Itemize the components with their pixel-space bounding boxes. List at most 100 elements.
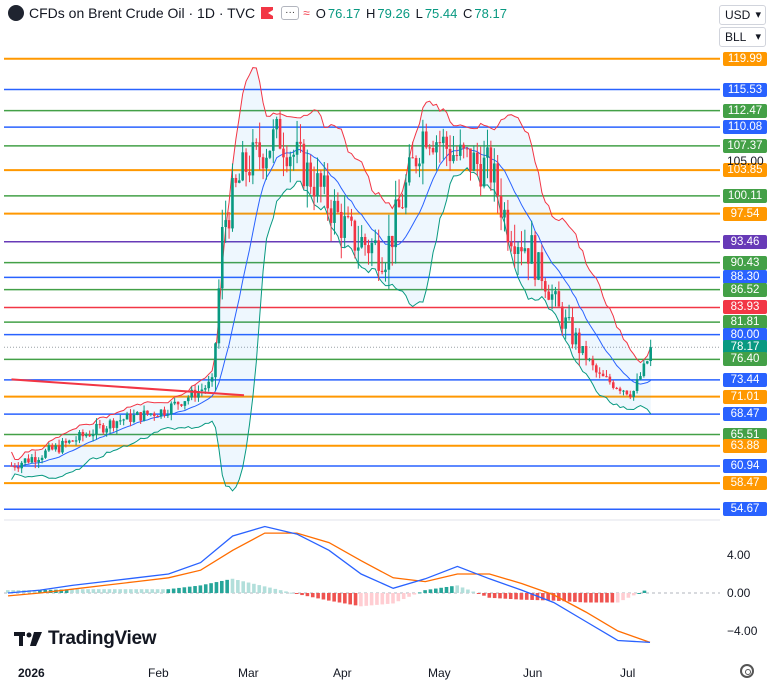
macd-histogram-bar bbox=[268, 587, 272, 593]
candle-body bbox=[159, 409, 163, 417]
level-badge: 60.94 bbox=[723, 459, 767, 474]
macd-histogram-bar bbox=[118, 589, 122, 593]
candle-body bbox=[180, 404, 183, 406]
unit-dropdown[interactable]: BLL bbox=[719, 27, 766, 47]
macd-histogram-bar bbox=[353, 593, 358, 606]
macd-histogram-bar bbox=[209, 583, 213, 593]
macd-histogram-bar bbox=[11, 590, 15, 593]
candle-body bbox=[302, 143, 306, 187]
macd-histogram-bar bbox=[80, 589, 85, 593]
logo-text: TradingView bbox=[48, 628, 157, 649]
high-value: 79.26 bbox=[377, 5, 410, 21]
macd-histogram-bar bbox=[59, 589, 64, 593]
chart-title[interactable]: CFDs on Brent Crude Oil · 1D · TVC bbox=[29, 5, 256, 21]
candle-body bbox=[207, 381, 210, 389]
candle-body bbox=[492, 163, 496, 183]
macd-histogram-bar bbox=[273, 588, 278, 593]
candle-body bbox=[343, 216, 346, 238]
macd-histogram-bar bbox=[177, 587, 181, 593]
time-axis-label: Apr bbox=[333, 666, 352, 680]
time-axis-label: 2026 bbox=[18, 666, 45, 680]
candle-body bbox=[237, 180, 241, 183]
flag-icon[interactable] bbox=[261, 7, 274, 19]
level-badge: 76.40 bbox=[723, 352, 767, 367]
macd-histogram-bar bbox=[43, 589, 48, 593]
candle-body bbox=[105, 428, 108, 433]
macd-histogram-bar bbox=[38, 590, 42, 593]
candle-body bbox=[632, 390, 635, 398]
candle-body bbox=[428, 147, 431, 149]
candle-body bbox=[30, 457, 34, 463]
macd-histogram-bar bbox=[455, 585, 459, 593]
macd-histogram-bar bbox=[615, 593, 620, 603]
candle-body bbox=[448, 148, 452, 162]
macd-histogram-bar bbox=[182, 587, 187, 593]
candle-body bbox=[588, 359, 591, 361]
macd-histogram-bar bbox=[401, 593, 406, 600]
macd-histogram-bar bbox=[203, 584, 208, 593]
candle-body bbox=[268, 150, 272, 158]
candle-body bbox=[462, 144, 465, 149]
macd-histogram-bar bbox=[434, 588, 438, 593]
macd-histogram-bar bbox=[412, 593, 417, 595]
macd-histogram-bar bbox=[348, 593, 352, 605]
candle-body bbox=[71, 440, 74, 442]
candle-body bbox=[533, 235, 537, 280]
candle-body bbox=[608, 376, 612, 383]
trendline bbox=[11, 378, 245, 397]
level-badge: 112.47 bbox=[723, 103, 767, 118]
candle-body bbox=[543, 281, 547, 292]
level-badge: 97.54 bbox=[723, 206, 767, 221]
candle-body bbox=[139, 412, 142, 421]
candle-body bbox=[605, 376, 608, 378]
level-badge: 88.30 bbox=[723, 270, 767, 285]
candle-body bbox=[224, 220, 227, 227]
candle-body bbox=[390, 235, 394, 248]
candle-body bbox=[394, 199, 397, 248]
candle-body bbox=[557, 291, 561, 307]
macd-histogram-bar bbox=[508, 593, 513, 600]
settings-gear-icon[interactable] bbox=[740, 664, 754, 678]
macd-histogram-bar bbox=[637, 593, 641, 594]
macd-histogram-bar bbox=[375, 593, 379, 605]
more-button[interactable]: ··· bbox=[281, 6, 300, 20]
candle-body bbox=[125, 413, 129, 420]
macd-histogram-bar bbox=[369, 593, 374, 606]
candle-body bbox=[387, 235, 391, 270]
candle-body bbox=[16, 467, 20, 469]
macd-histogram-bar bbox=[450, 586, 454, 593]
macd-histogram-bar bbox=[476, 593, 481, 594]
macd-histogram-bar bbox=[246, 582, 251, 593]
candle-body bbox=[333, 200, 336, 223]
macd-histogram-bar bbox=[262, 586, 267, 593]
candle-body bbox=[615, 387, 618, 389]
level-badge: 93.46 bbox=[723, 234, 767, 249]
macd-histogram-bar bbox=[583, 593, 588, 603]
macd-histogram-bar bbox=[75, 589, 80, 593]
macd-histogram-bar bbox=[102, 589, 106, 593]
candle-body bbox=[166, 414, 170, 416]
candle-body bbox=[44, 450, 47, 458]
macd-histogram-bar bbox=[225, 579, 229, 593]
candle-body bbox=[639, 376, 642, 380]
macd-histogram-bar bbox=[605, 593, 609, 603]
candle-body bbox=[509, 242, 513, 247]
candle-body bbox=[241, 152, 244, 181]
tradingview-logo[interactable]: TradingView bbox=[14, 628, 157, 650]
candle-body bbox=[152, 413, 156, 416]
macd-histogram-bar bbox=[300, 593, 304, 596]
macd-histogram-bar bbox=[498, 593, 502, 599]
currency-dropdown[interactable]: USD bbox=[719, 5, 766, 25]
candle-body bbox=[295, 141, 299, 155]
candle-body bbox=[142, 410, 146, 421]
candle-body bbox=[353, 220, 357, 251]
macd-histogram-bar bbox=[193, 586, 197, 593]
candle-body bbox=[275, 118, 278, 130]
candle-body bbox=[418, 163, 421, 167]
candle-body bbox=[513, 246, 516, 255]
level-badge: 86.52 bbox=[723, 282, 767, 297]
candle-body bbox=[101, 425, 105, 433]
macd-histogram-bar bbox=[514, 593, 518, 600]
macd-histogram-bar bbox=[642, 590, 647, 593]
candle-body bbox=[227, 220, 231, 229]
